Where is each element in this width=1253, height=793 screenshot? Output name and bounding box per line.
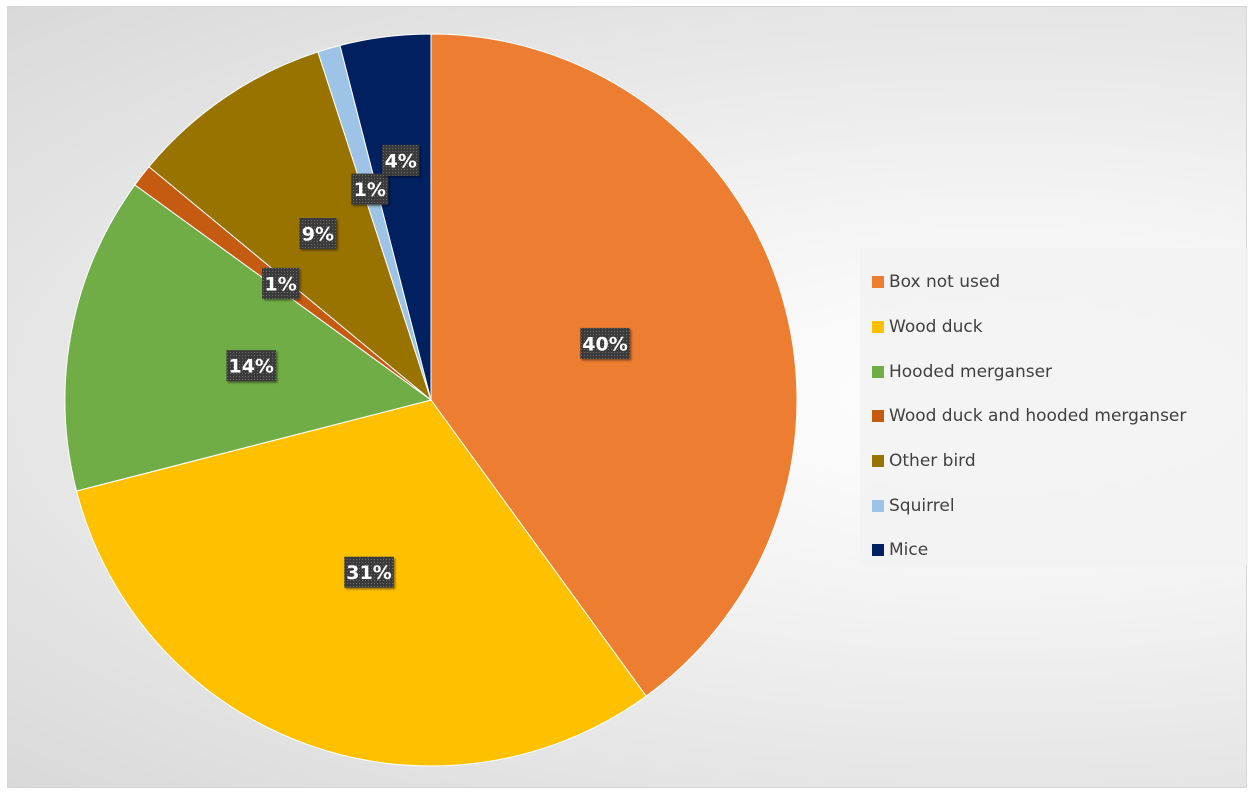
data-label-box [580,327,630,359]
data-label-text: 1% [354,179,386,201]
pie-chart: 40% 31% 14% 1% 9% 1% 4% [64,33,798,767]
data-label-text: 31% [346,562,391,584]
legend-item-squirrel: Squirrel [860,483,1248,528]
legend-swatch [872,321,884,334]
legend-label: Wood duck and hooded merganser [889,406,1187,427]
legend-item-hooded-merganser: Hooded merganser [860,349,1248,394]
pie-slice-box-not-used [430,33,798,697]
data-label-box [299,218,337,250]
pie-slice-hooded-merganser [64,184,433,492]
legend-swatch [872,276,884,289]
legend-swatch [872,544,884,557]
data-label-text: 1% [264,273,296,295]
legend-item-wood-duck-and-hooded-merganser: Wood duck and hooded merganser [860,394,1248,439]
data-label-box [262,267,300,299]
data-label: 4% [382,144,420,176]
legend-swatch [872,410,884,423]
data-label-text: 4% [385,150,417,172]
legend-label: Squirrel [889,495,955,516]
legend-item-wood-duck: Wood duck [860,305,1248,350]
pie-slice-mice [339,33,432,401]
data-label-text: 14% [228,356,273,378]
data-label: 14% [226,350,276,382]
legend-label: Wood duck [889,317,983,338]
data-label-box [351,173,389,205]
legend-swatch [872,455,884,468]
legend-label: Mice [889,540,929,561]
data-label: 1% [351,173,389,205]
data-label-text: 40% [582,333,627,355]
data-label: 1% [262,267,300,299]
legend-swatch [872,365,884,378]
legend-label: Other bird [889,451,976,472]
data-label-box [344,556,394,588]
legend: Box not used Wood duck Hooded merganser … [860,248,1248,565]
legend-swatch [872,499,884,512]
legend-label: Hooded merganser [889,361,1053,382]
legend-label: Box not used [889,272,1001,293]
chart-area: 40% 31% 14% 1% 9% 1% 4% Box not used Wood duck… [7,6,1248,788]
pie-slice-other-bird [148,51,433,402]
legend-item-box-not-used: Box not used [860,260,1248,305]
data-label: 31% [344,556,394,588]
legend-item-other-bird: Other bird [860,439,1248,484]
data-label-box [226,350,276,382]
data-label: 9% [299,218,337,250]
data-label-text: 9% [302,224,334,246]
data-labels: 40% 31% 14% 1% 9% 1% 4% [226,144,630,588]
legend-item-mice: Mice [860,528,1248,573]
data-label: 40% [580,327,630,359]
pie-slices [64,33,798,767]
data-label-box [382,144,420,176]
